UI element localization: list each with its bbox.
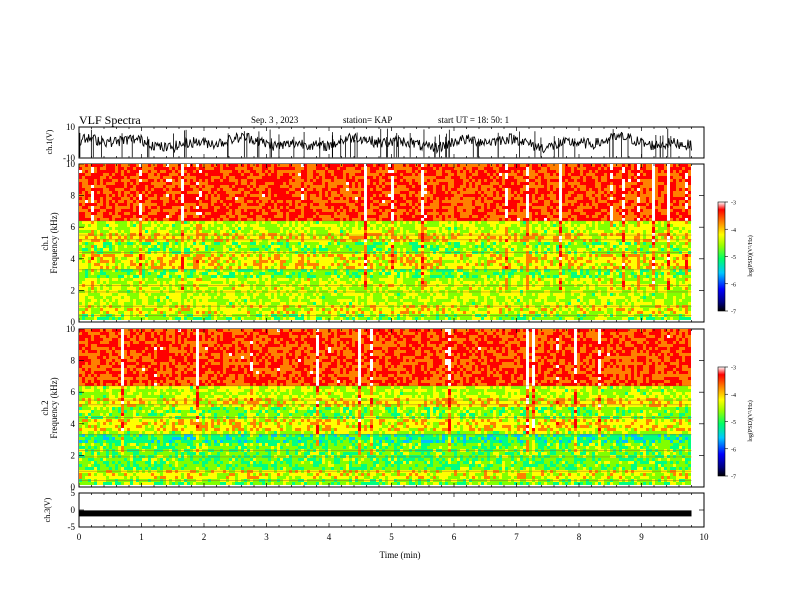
x-tick-label: 6	[452, 532, 457, 542]
start-time-label: start UT = 18: 50: 1	[438, 115, 509, 125]
y-tick-label: 0	[71, 482, 76, 492]
colorbar-tick-label: -7	[731, 310, 736, 316]
date-label: Sep. 3 , 2023	[251, 115, 298, 125]
colorbar-ticks: -3 -4 -5 -6 -7 -3 -4 -5 -6 -7	[725, 201, 736, 481]
y-tick-label: 10	[66, 122, 76, 132]
colorbar-tick-label: -7	[731, 475, 736, 481]
y-tick-label: -5	[68, 522, 76, 532]
ch2-spec-ylabel-line2: Frequency (kHz)	[49, 377, 59, 438]
colorbar-tick-label: -6	[731, 282, 736, 288]
x-tick-label: 7	[514, 532, 519, 542]
colorbar-tick-label: -6	[731, 447, 736, 453]
y-tick-label: 0	[71, 505, 76, 515]
x-tick-label: 1	[139, 532, 144, 542]
x-tick-label: 2	[202, 532, 207, 542]
y-tick-label: 8	[71, 356, 76, 366]
y-tick-label: 10	[66, 159, 76, 169]
x-axis-label: Time (min)	[380, 550, 421, 560]
y-tick-label: 6	[71, 222, 76, 232]
x-tick-label: 8	[577, 532, 582, 542]
colorbar-tick-label: -4	[731, 228, 736, 234]
colorbar-tick-label: -3	[731, 201, 736, 207]
y-tick-label: 10	[66, 324, 76, 334]
x-tick-label: 5	[389, 532, 394, 542]
colorbar-tick-label: -4	[731, 393, 736, 399]
ch2-spectrogram	[79, 329, 692, 485]
ch2-colorbar-label: log(PSD)(V²/Hz)	[747, 400, 754, 441]
y-tick-label: 2	[71, 285, 76, 295]
ch2-spec-ylabel-line1: ch.2	[40, 400, 50, 415]
ch1-spec-ylabel-line2: Frequency (kHz)	[49, 212, 59, 273]
x-tick-label: 0	[77, 532, 82, 542]
y-tick-label: 8	[71, 191, 76, 201]
ch3-waveform-frame	[78, 492, 705, 528]
x-tick-label: 4	[327, 532, 332, 542]
y-tick-label: -10	[63, 153, 75, 163]
ch1-colorbar-label: log(PSD)(V²/Hz)	[747, 235, 754, 276]
ch3-ylabel: ch.3(V)	[43, 497, 52, 522]
ch1-waveform-plot	[78, 128, 692, 158]
station-label: station= KAP	[343, 115, 392, 125]
ch3-waveform-plot	[79, 510, 692, 517]
x-tick-label: 9	[639, 532, 644, 542]
y-tick-label: 6	[71, 387, 76, 397]
figure-title: VLF Spectra	[79, 113, 141, 128]
y-tick-label: 2	[71, 450, 76, 460]
y-tick-label: 5	[71, 488, 76, 498]
colorbar-tick-label: -5	[731, 255, 736, 261]
y-tick-label: 4	[71, 254, 76, 264]
x-tick-label: 3	[264, 532, 269, 542]
ch1-ylabel: ch.1(V)	[45, 129, 54, 154]
y-tick-label: 4	[71, 419, 76, 429]
x-tick-label: 10	[700, 532, 710, 542]
ch1-spec-ylabel-line1: ch.1	[40, 235, 50, 250]
y-tick-label: 0	[71, 317, 76, 327]
ch1-spectrogram	[79, 164, 692, 320]
ch1-colorbar	[717, 201, 726, 312]
colorbar-tick-label: -5	[731, 420, 736, 426]
colorbar-tick-label: -3	[731, 366, 736, 372]
ch2-colorbar	[717, 366, 726, 477]
